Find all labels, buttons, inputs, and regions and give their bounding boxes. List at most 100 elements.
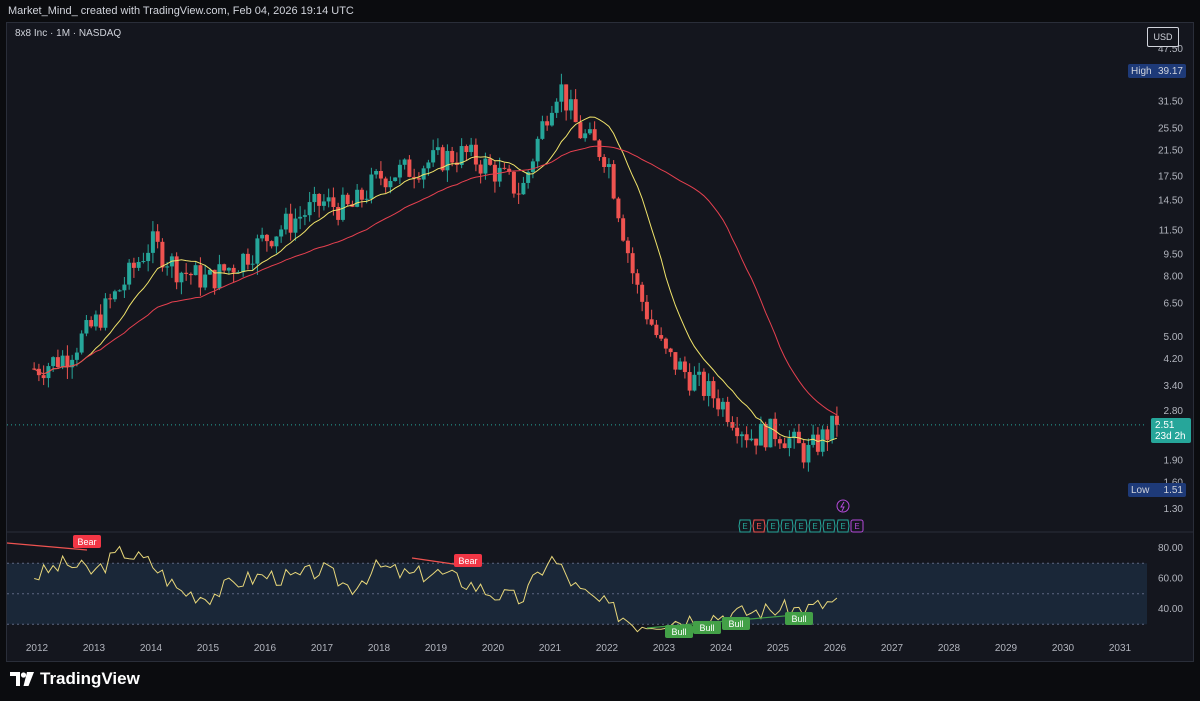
candle xyxy=(568,89,573,120)
candle xyxy=(782,437,787,449)
earnings-marker-label: E xyxy=(840,522,845,531)
candle-body xyxy=(516,193,521,195)
candle xyxy=(326,188,331,208)
candle-body xyxy=(435,147,440,151)
candle-body xyxy=(174,256,179,283)
candle-body xyxy=(730,422,735,428)
candle xyxy=(716,389,721,417)
candle xyxy=(478,160,483,184)
candle xyxy=(55,349,60,369)
candle xyxy=(79,330,84,355)
candle-body xyxy=(131,262,136,268)
candle xyxy=(606,158,611,179)
candle-body xyxy=(640,284,645,302)
candle-body xyxy=(464,146,469,153)
candle xyxy=(488,154,493,166)
candle-body xyxy=(450,150,455,163)
low-tag xyxy=(1128,483,1186,497)
chart-panel[interactable]: Bear Bear Bull Bull Bull Bull E E E E E E E E E 47.50 31… xyxy=(6,22,1194,662)
candle-body xyxy=(587,129,592,134)
earnings-marker-outline xyxy=(836,519,850,533)
candle xyxy=(307,191,312,222)
rsi-signal-label: Bear xyxy=(458,556,477,566)
price-axis-tick: 1.90 xyxy=(1164,455,1184,466)
candle xyxy=(336,202,341,226)
candle-body xyxy=(725,401,730,423)
candle xyxy=(725,396,730,427)
time-axis-tick: 2026 xyxy=(824,643,847,654)
candle-body xyxy=(193,265,198,276)
candle-body xyxy=(198,265,203,288)
candle-body xyxy=(606,164,611,167)
candle-body xyxy=(483,158,488,174)
candle-body xyxy=(184,272,189,274)
candle-body xyxy=(787,438,792,449)
candle xyxy=(117,289,122,292)
candle-body xyxy=(592,129,597,141)
lightning-icon-bolt xyxy=(840,501,845,512)
candle-body xyxy=(155,231,160,242)
low-tag-label: Low xyxy=(1131,485,1150,496)
currency-button[interactable]: USD xyxy=(1147,27,1179,47)
candle xyxy=(179,271,184,295)
candle xyxy=(735,416,740,444)
candle xyxy=(578,115,583,139)
rsi-signal-badge xyxy=(785,612,813,625)
candle xyxy=(321,194,326,211)
candle xyxy=(720,397,725,417)
candle xyxy=(74,347,79,367)
candle-body xyxy=(597,140,602,158)
candle xyxy=(41,365,46,386)
candle xyxy=(70,354,75,379)
rsi-signal-badge xyxy=(665,625,693,638)
candle-body xyxy=(122,284,127,291)
candle xyxy=(682,356,687,379)
rsi-signal-label: Bear xyxy=(77,537,96,547)
candle-body xyxy=(274,236,279,247)
candle-body xyxy=(663,338,668,349)
candle-body xyxy=(179,272,184,283)
candle-body xyxy=(307,202,312,216)
candle-body xyxy=(117,290,122,292)
candle xyxy=(616,196,621,223)
candle xyxy=(473,138,478,172)
candle-body xyxy=(412,176,417,179)
candle-body xyxy=(649,319,654,325)
earnings-marker-outline xyxy=(794,519,808,533)
candle xyxy=(241,252,246,277)
candle-body xyxy=(298,216,303,219)
candle xyxy=(701,368,706,401)
candle xyxy=(317,193,322,218)
rsi-axis-tick: 60.00 xyxy=(1158,574,1183,585)
candle xyxy=(540,115,545,140)
candle xyxy=(497,157,502,187)
candle xyxy=(744,426,749,448)
candle-body xyxy=(511,171,516,194)
price-axis-tick: 5.00 xyxy=(1164,332,1184,343)
candle-body xyxy=(473,144,478,165)
candle xyxy=(597,139,602,161)
candle xyxy=(502,162,507,170)
candle-body xyxy=(549,112,554,126)
earnings-marker-label: E xyxy=(798,522,803,531)
candle-body xyxy=(127,262,132,285)
candle xyxy=(393,177,398,182)
candle-body xyxy=(825,429,830,440)
fast-moving-average-line xyxy=(33,116,838,443)
time-axis-tick: 2028 xyxy=(938,643,961,654)
candle xyxy=(269,240,274,249)
candle xyxy=(806,438,811,472)
earnings-marker-outline xyxy=(766,519,780,533)
candle-body xyxy=(212,269,217,289)
candle xyxy=(203,264,208,291)
candle xyxy=(573,89,578,123)
earnings-marker-label: E xyxy=(756,522,761,531)
attribution-bar: Market_Mind_ created with TradingView.co… xyxy=(0,0,1200,22)
candle-body xyxy=(51,357,56,367)
candle-body xyxy=(426,162,431,169)
candle xyxy=(112,289,117,302)
candle-body xyxy=(469,144,474,153)
rsi-signal-badge xyxy=(454,554,482,567)
earnings-marker-label: E xyxy=(742,522,747,531)
